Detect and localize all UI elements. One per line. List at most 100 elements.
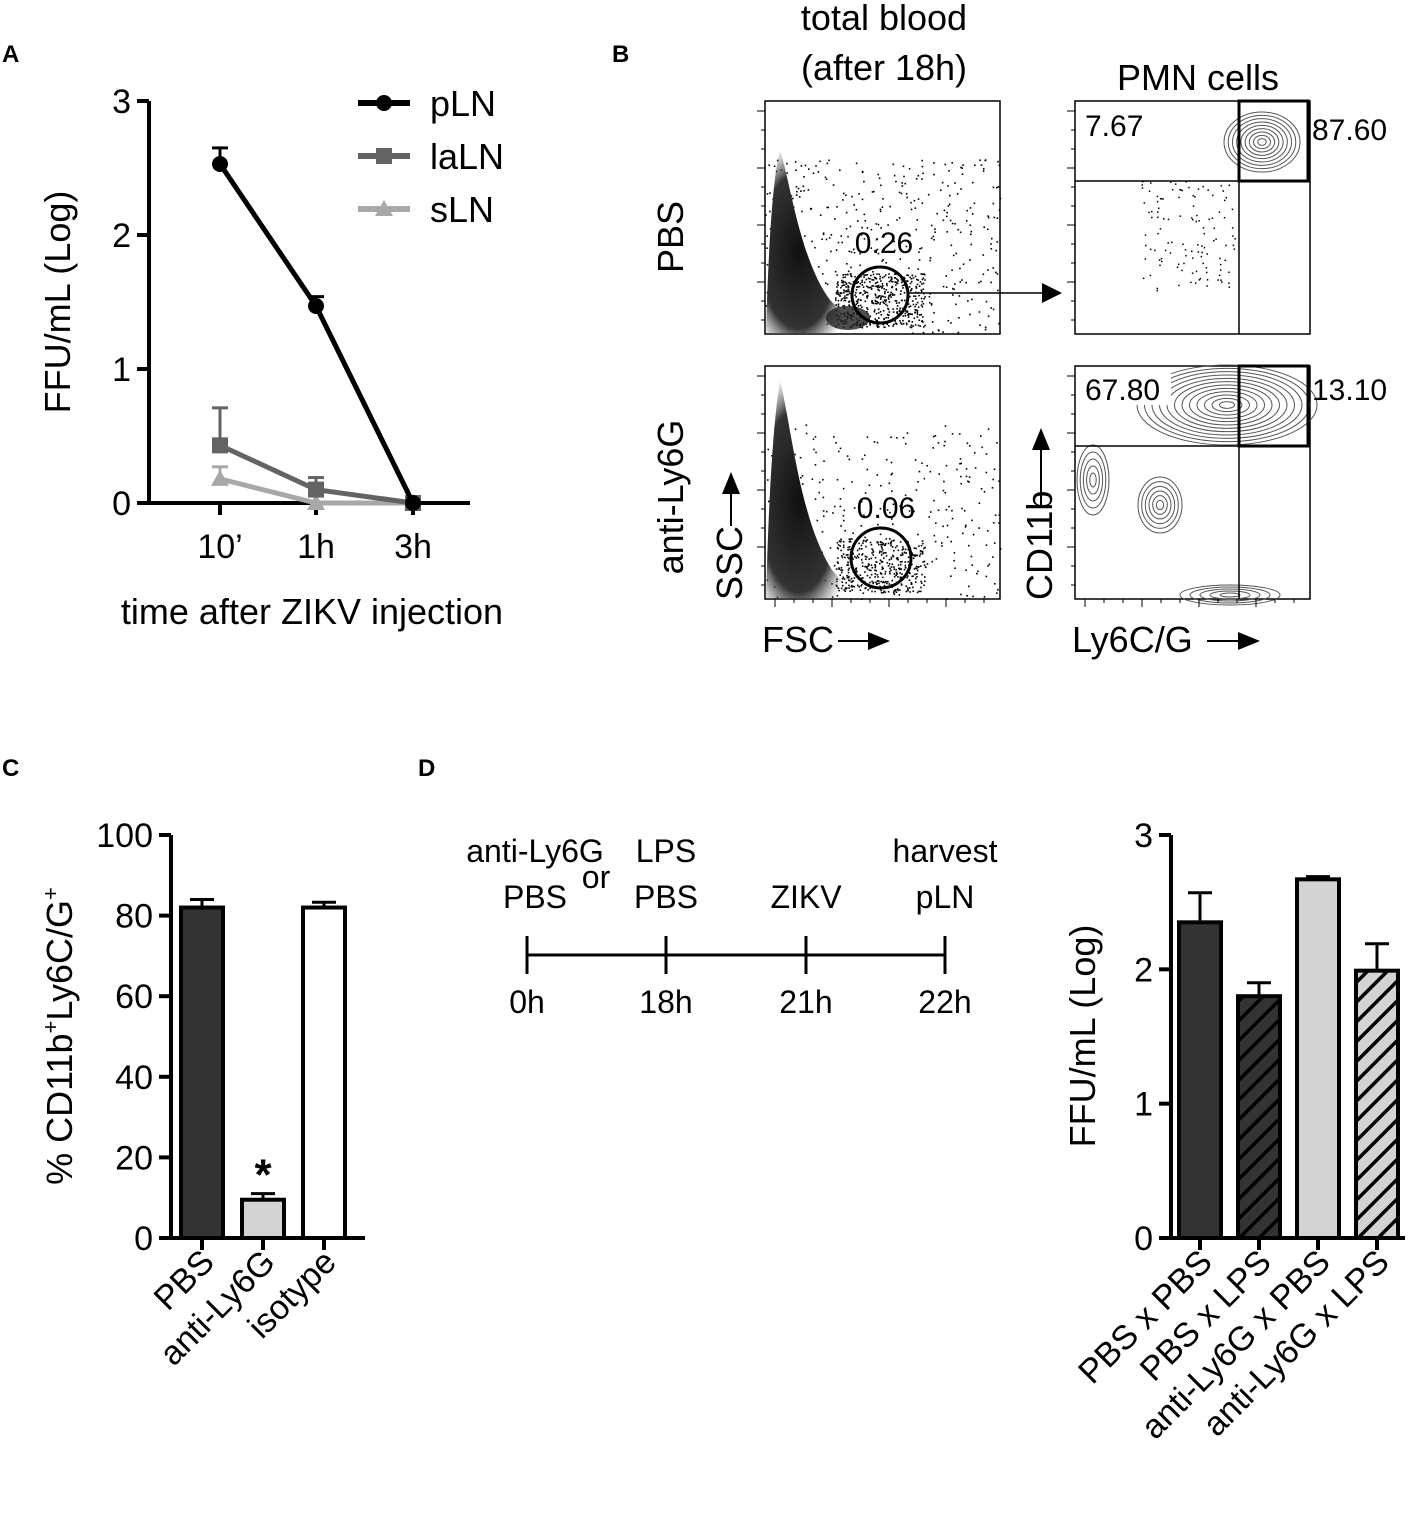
- b-event-dot: [881, 287, 883, 289]
- b-event-dot: [905, 192, 908, 195]
- b-event-dot: [802, 185, 805, 188]
- b-event-dot: [906, 280, 908, 282]
- b-event-dot: [922, 302, 925, 305]
- b-event-dot: [920, 304, 923, 307]
- b-event-dot: [908, 510, 911, 512]
- b-event-dot: [903, 284, 906, 286]
- b-event-dot: [908, 286, 911, 288]
- b-event-dot: [898, 589, 901, 591]
- b-event-dot: [862, 592, 865, 594]
- b-event-dot: [980, 488, 983, 490]
- b-event-dot: [894, 281, 896, 283]
- b-event-dot: [898, 567, 900, 570]
- b-event-dot: [765, 305, 768, 307]
- b-contour-ring: [1155, 499, 1165, 511]
- b-event-dot: [895, 588, 897, 591]
- b-event-dot: [877, 223, 880, 226]
- b-event-dot: [1223, 216, 1226, 219]
- b-event-dot: [822, 515, 825, 518]
- b-event-dot: [847, 556, 849, 559]
- b-event-dot: [866, 311, 868, 313]
- b-event-dot: [896, 588, 899, 590]
- b-event-dot: [924, 296, 926, 298]
- b-event-dot: [933, 312, 935, 314]
- b-event-dot: [1141, 184, 1144, 186]
- d-y-tick-label: 2: [1134, 951, 1153, 989]
- b-event-dot: [993, 542, 996, 544]
- b-event-dot: [797, 187, 800, 190]
- b-event-dot: [911, 575, 913, 578]
- b-event-dot: [848, 540, 851, 543]
- b-event-dot: [885, 580, 887, 583]
- b-event-dot: [906, 432, 909, 434]
- b-event-dot: [960, 462, 963, 465]
- b-event-dot: [1219, 263, 1222, 266]
- b-event-dot: [877, 326, 879, 329]
- b-contour-ring: [1144, 485, 1176, 525]
- b-plot-anti-ly6g-scatter: 0.06: [764, 365, 1002, 601]
- b-event-dot: [818, 491, 821, 494]
- b-event-dot: [888, 563, 891, 565]
- b-event-dot: [1218, 211, 1221, 213]
- b-event-dot: [970, 243, 973, 246]
- b-event-dot: [929, 470, 932, 473]
- b-event-dot: [861, 198, 864, 201]
- b-event-dot: [832, 184, 835, 186]
- b-event-dot: [902, 322, 905, 325]
- a-series-group: [211, 146, 422, 511]
- b-gate-arrowhead: [1042, 283, 1062, 303]
- b-event-dot: [867, 286, 870, 289]
- b-event-dot: [841, 569, 844, 572]
- b-event-dot: [876, 582, 878, 585]
- b-event-dot: [840, 235, 843, 237]
- b-event-dot: [840, 292, 843, 294]
- b-event-dot: [908, 587, 911, 589]
- b-event-dot: [854, 294, 856, 296]
- b-event-dot: [908, 306, 910, 308]
- c-bar-PBS: [179, 905, 225, 1240]
- b-event-dot: [840, 571, 843, 574]
- b-event-dot: [857, 286, 859, 288]
- b-event-dot: [822, 232, 825, 234]
- b-event-dot: [824, 176, 827, 179]
- b-event-dot: [960, 166, 962, 169]
- b-event-dot: [999, 197, 1002, 200]
- b-event-dot: [873, 441, 876, 443]
- b-event-dot: [916, 569, 919, 572]
- b-event-dot: [970, 555, 973, 558]
- b-event-dot: [856, 286, 858, 288]
- b-event-dot: [1219, 257, 1221, 260]
- b-event-dot: [870, 573, 873, 576]
- b-event-dot: [794, 428, 797, 431]
- b-event-dot: [991, 487, 994, 489]
- c-significance-star: *: [254, 1151, 272, 1200]
- b-event-dot: [858, 585, 860, 588]
- b-event-dot: [935, 558, 938, 560]
- b-event-dot: [869, 277, 871, 280]
- b-event-dot: [908, 579, 911, 582]
- b-event-dot: [877, 576, 879, 578]
- b-event-dot: [921, 305, 924, 308]
- b-event-dot: [900, 278, 903, 281]
- b-event-dot: [1157, 207, 1160, 210]
- a-x-tick-label: 1h: [297, 528, 335, 566]
- b-event-dot: [1194, 196, 1196, 198]
- b-event-dot: [879, 208, 882, 211]
- b-event-dot: [899, 322, 902, 324]
- b-event-dot: [938, 473, 941, 475]
- b-event-dot: [868, 286, 871, 289]
- b-event-dot: [971, 564, 974, 566]
- b-event-dot: [939, 189, 942, 192]
- panel-a-axes: [147, 101, 470, 505]
- c-bar-isotype: [301, 905, 347, 1240]
- b-event-dot: [965, 468, 968, 470]
- b-event-dot: [1225, 244, 1227, 247]
- b-event-dot: [868, 484, 871, 487]
- b-event-dot: [830, 250, 832, 253]
- b-event-dot: [1191, 272, 1194, 275]
- b-event-dot: [848, 579, 851, 582]
- b-event-dot: [883, 288, 885, 290]
- b-event-dot: [853, 577, 856, 579]
- b-event-dot: [882, 580, 885, 583]
- b-event-dot: [1171, 241, 1173, 244]
